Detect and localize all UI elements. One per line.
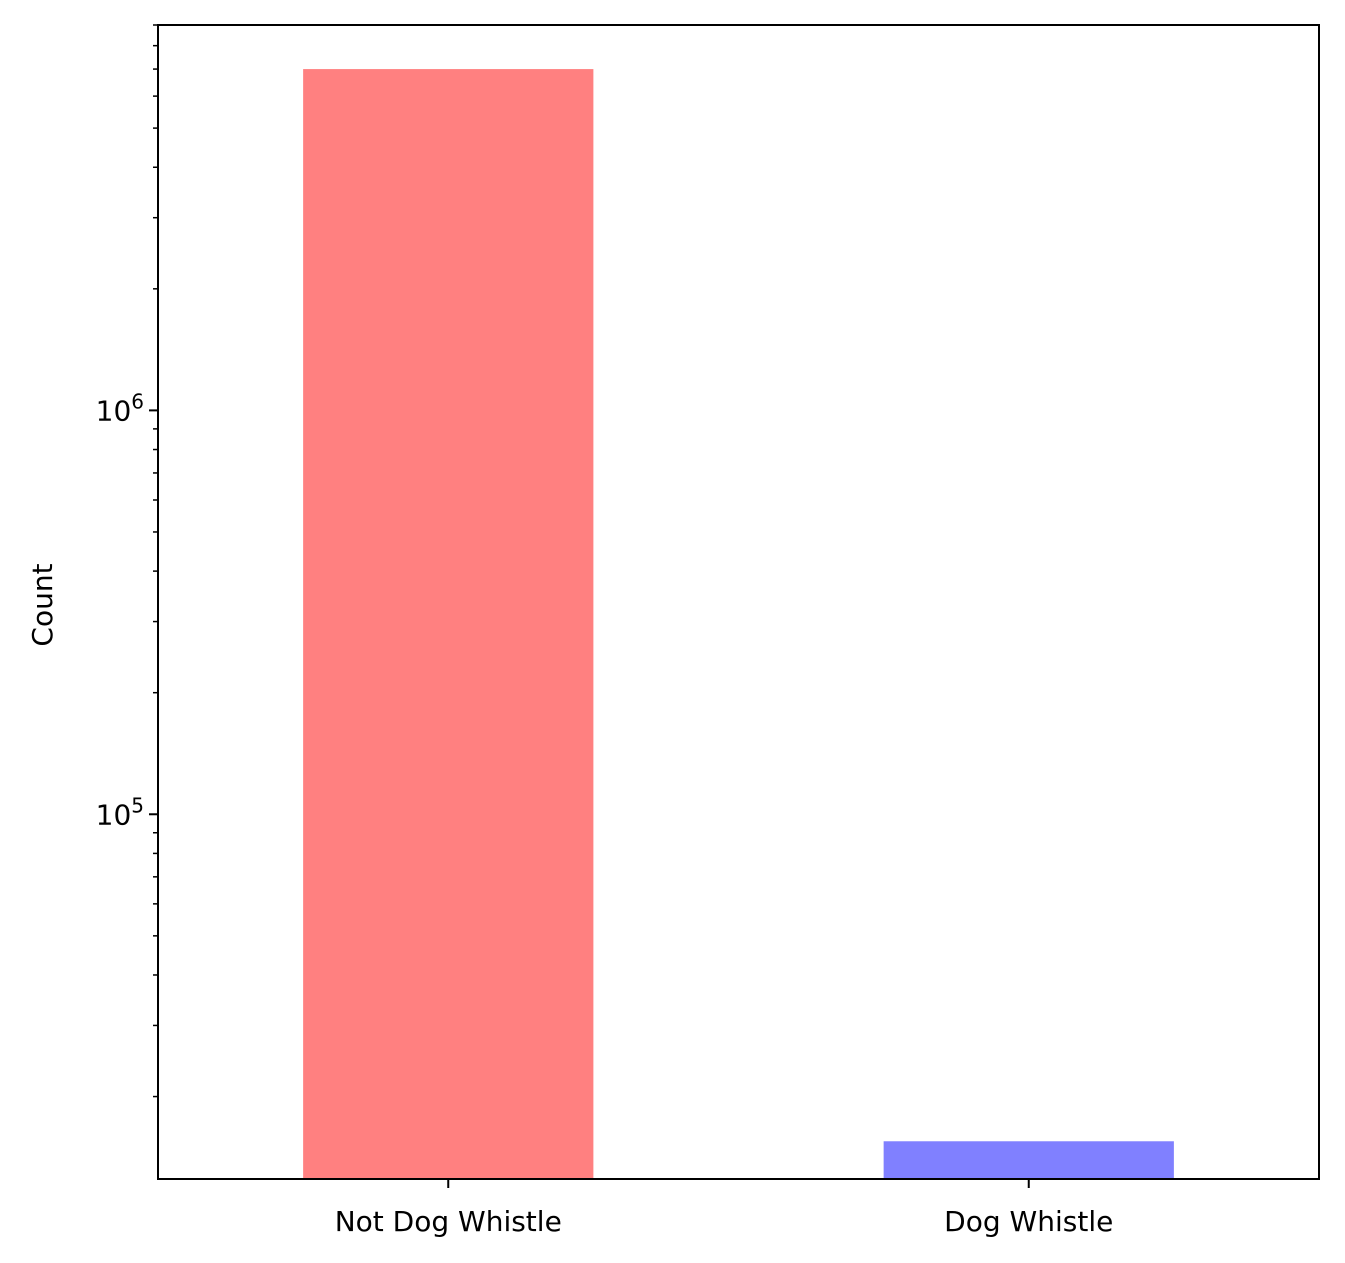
y-tick-label-base: 10	[96, 798, 132, 831]
y-tick-label-exponent: 5	[131, 793, 144, 817]
y-tick-label: 106	[96, 389, 144, 427]
bars-group	[303, 69, 1174, 1180]
y-tick-label-base: 10	[96, 394, 132, 427]
y-axis-label: Count	[26, 563, 59, 646]
x-tick-label: Not Dog Whistle	[335, 1205, 562, 1238]
x-tick-label: Dog Whistle	[944, 1205, 1113, 1238]
plot-frame	[157, 24, 1320, 1180]
y-tick-label-exponent: 6	[131, 389, 144, 413]
bar-dog-whistle	[883, 1141, 1174, 1179]
bar-not-dog-whistle	[303, 69, 594, 1180]
y-tick-label: 105	[96, 793, 144, 831]
x-ticks: Not Dog Whistle Dog Whistle	[335, 1179, 1113, 1238]
